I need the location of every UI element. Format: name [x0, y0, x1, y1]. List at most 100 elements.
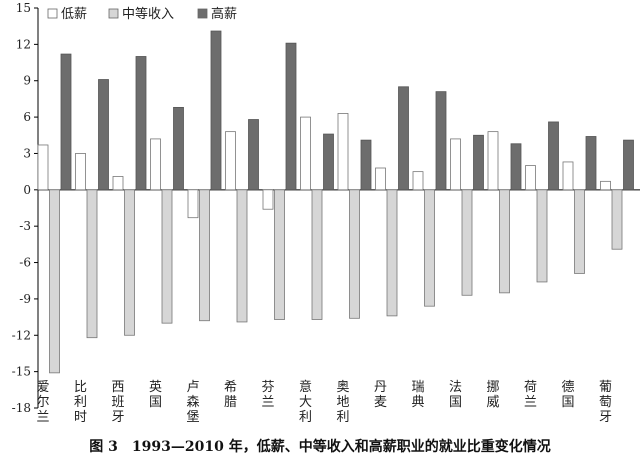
category-label: 利	[299, 410, 312, 425]
category-label: 兰	[261, 395, 274, 410]
legend-swatch	[108, 8, 119, 19]
bar	[623, 139, 634, 191]
bar	[525, 165, 536, 191]
bar	[300, 116, 311, 191]
category-label: 国	[149, 395, 162, 410]
y-tick-label: -18	[12, 401, 31, 415]
legend: 低薪 中等收入 高薪	[47, 6, 237, 22]
category-label: 班	[111, 395, 124, 410]
category-label: 时	[74, 410, 87, 425]
bar	[161, 189, 173, 324]
bar	[262, 189, 274, 210]
bar	[225, 131, 236, 191]
bar	[150, 138, 161, 191]
category-label: 牙	[599, 410, 612, 425]
y-tick-label: 12	[16, 37, 31, 51]
bar	[450, 138, 461, 191]
legend-entry: 高薪	[211, 6, 237, 22]
bar	[412, 171, 424, 191]
bar	[510, 143, 522, 191]
category-label: 英	[149, 380, 162, 395]
legend-entry: 低薪	[61, 7, 87, 22]
bar	[562, 161, 574, 191]
category-label: 国	[449, 395, 462, 410]
bar	[311, 189, 323, 320]
bar	[611, 189, 623, 250]
category-label: 地	[336, 395, 349, 410]
legend-swatch	[47, 8, 58, 19]
category-label: 麦	[374, 395, 387, 410]
category-label: 堡	[186, 409, 199, 425]
category-label: 国	[561, 395, 574, 410]
bar	[487, 131, 499, 191]
bar	[585, 136, 597, 191]
category-label: 森	[186, 395, 199, 410]
bar	[60, 53, 72, 191]
category-label: 萄	[599, 395, 612, 410]
category-label: 瑞	[411, 380, 424, 395]
category-label: 利	[74, 395, 87, 410]
bar	[574, 189, 585, 274]
category-label: 丹	[374, 380, 387, 395]
category-label: 卢	[186, 379, 199, 395]
bar	[98, 79, 109, 191]
category-label: 尔	[36, 395, 49, 410]
bar	[86, 189, 98, 339]
category-label: 兰	[36, 410, 49, 425]
bar	[386, 189, 398, 317]
bar	[236, 189, 248, 323]
bar	[37, 144, 49, 191]
bar	[473, 134, 484, 191]
y-tick-label: 0	[23, 183, 31, 197]
bars	[37, 30, 634, 374]
bar	[548, 121, 559, 191]
bar	[248, 119, 259, 191]
y-tick-label: 6	[23, 110, 31, 124]
bar	[337, 113, 349, 191]
bar	[349, 189, 360, 319]
bar	[323, 133, 334, 191]
y-tick-labels: -18 -15 -12 -9 -6 -3 0 3 6 9 12 15	[12, 1, 31, 415]
bar	[75, 153, 86, 191]
bar	[285, 42, 297, 191]
category-label: 典	[411, 395, 424, 410]
y-tick-label: -12	[12, 328, 31, 342]
bar	[375, 167, 386, 191]
y-tick-label: -6	[19, 256, 31, 270]
bar	[424, 189, 435, 307]
category-label: 西	[111, 380, 124, 395]
bar	[499, 189, 510, 294]
category-label: 芬	[261, 380, 274, 395]
bar	[124, 189, 135, 336]
category-label: 奥	[336, 380, 349, 395]
category-label: 挪	[486, 380, 499, 395]
category-label: 希	[224, 380, 237, 395]
legend-entry: 中等收入	[122, 6, 174, 22]
bar	[461, 189, 473, 296]
category-label: 比	[74, 380, 87, 395]
y-tick-label: 3	[23, 146, 31, 160]
category-label: 腊	[224, 395, 237, 410]
category-label: 荷	[524, 380, 537, 395]
bar	[173, 106, 184, 191]
bar	[187, 189, 199, 219]
category-label: 德	[561, 380, 574, 395]
category-label: 牙	[111, 410, 124, 425]
y-tick-label: 15	[16, 1, 31, 15]
bar	[435, 91, 447, 191]
category-label: 大	[299, 395, 312, 410]
y-tick-label: 9	[23, 74, 31, 88]
figure-caption: 图 3 1993—2010 年，低薪、中等收入和高薪职业的就业比重变化情况	[89, 439, 551, 455]
bar	[536, 189, 548, 283]
bar	[398, 86, 409, 191]
bar	[600, 180, 611, 191]
category-label: 法	[449, 380, 462, 395]
category-label: 威	[486, 395, 499, 410]
category-label: 意	[299, 379, 312, 395]
y-tick-label: -15	[12, 365, 31, 379]
bar	[112, 176, 124, 191]
bar	[210, 30, 222, 191]
bar	[49, 189, 60, 374]
